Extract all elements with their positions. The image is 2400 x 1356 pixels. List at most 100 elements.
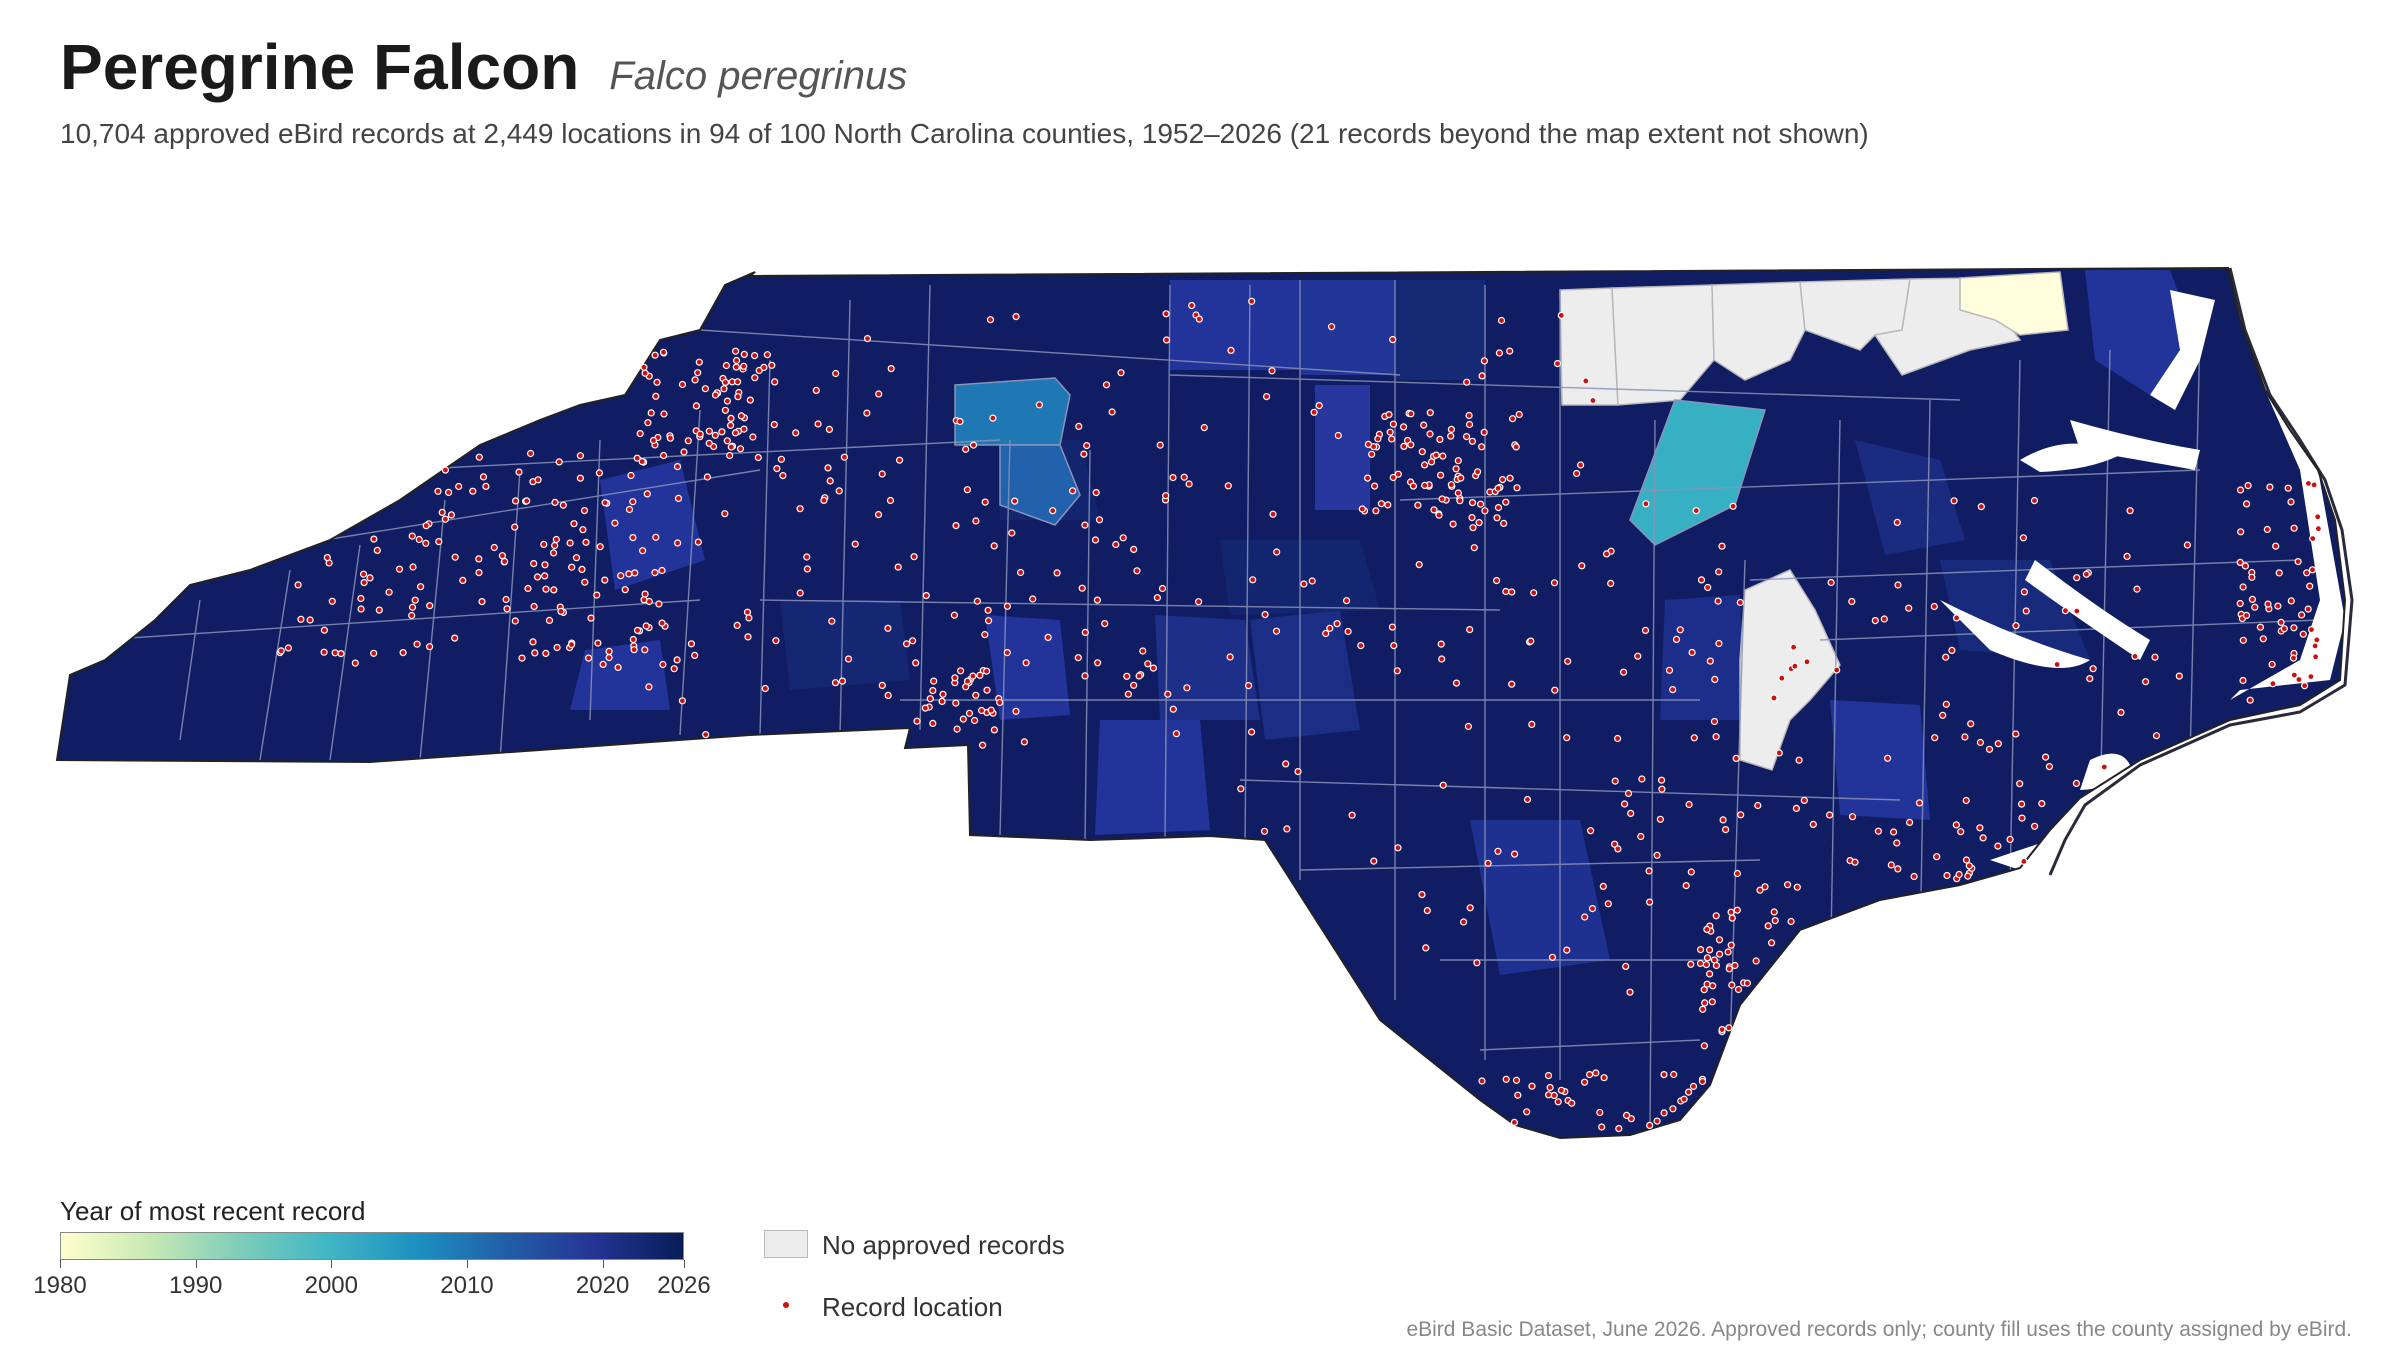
record-dot — [1528, 720, 1536, 729]
record-dot — [1394, 470, 1402, 478]
record-dot — [938, 697, 946, 706]
record-dot — [434, 487, 442, 495]
record-dot — [582, 538, 590, 546]
record-dot — [2123, 552, 2131, 561]
record-dot — [1420, 421, 1428, 429]
record-dot — [629, 635, 637, 644]
county-most-recent-2010 — [954, 377, 1071, 446]
record-dot — [1827, 578, 1835, 587]
record-dot — [1965, 862, 1973, 870]
record-dot — [576, 474, 585, 482]
record-dot — [1447, 481, 1456, 489]
record-dot — [593, 591, 601, 599]
record-dot — [366, 574, 374, 582]
record-dot — [1592, 1069, 1600, 1077]
record-dot — [1273, 548, 1281, 556]
record-dot — [1427, 458, 1436, 466]
record-dot — [625, 570, 633, 578]
record-dot — [1563, 946, 1571, 954]
record-dot — [641, 369, 649, 377]
record-dot — [511, 497, 520, 505]
record-dot — [1244, 681, 1253, 690]
record-dot — [518, 654, 526, 662]
record-dot — [1803, 658, 1811, 666]
record-dot — [1893, 839, 1901, 847]
record-dot — [553, 643, 561, 652]
county-fill — [570, 640, 670, 710]
record-dot — [2314, 513, 2322, 521]
record-dot — [840, 453, 849, 461]
record-dot — [1733, 869, 1742, 878]
record-dot — [1731, 961, 1739, 970]
record-dot — [1502, 587, 1510, 596]
record-dot — [1117, 369, 1125, 377]
record-dot — [1950, 497, 1958, 505]
title-row: Peregrine Falcon Falco peregrinus — [60, 30, 907, 104]
record-dot — [702, 730, 710, 739]
legend-tick-mark — [684, 1260, 685, 1268]
record-dot — [2243, 500, 2251, 508]
record-dot — [337, 649, 345, 658]
record-dot — [1646, 1121, 1654, 1130]
record-dot — [2308, 566, 2317, 574]
record-dot — [1598, 1123, 1606, 1131]
record-dot — [1715, 950, 1724, 958]
record-dot — [2038, 799, 2046, 808]
record-dot — [1979, 834, 1987, 842]
record-dot — [2236, 486, 2245, 494]
record-dot — [633, 454, 641, 462]
record-dot — [721, 378, 730, 386]
record-dot — [1515, 410, 1523, 419]
record-dot — [297, 615, 305, 623]
record-dot — [1447, 425, 1456, 433]
record-dot — [451, 634, 459, 642]
record-dot — [1704, 583, 1712, 592]
record-dot — [482, 482, 490, 490]
record-dot — [284, 644, 292, 652]
record-dot — [984, 606, 992, 614]
record-dot — [2073, 574, 2081, 582]
record-dot — [1727, 941, 1735, 949]
record-dot — [2100, 763, 2108, 771]
record-dot — [1770, 908, 1778, 916]
record-dot — [1931, 734, 1939, 742]
record-dot — [863, 335, 872, 343]
record-dot — [1454, 457, 1462, 465]
record-dot — [1708, 998, 1716, 1006]
record-dot — [673, 539, 682, 547]
record-dot — [1622, 1111, 1631, 1120]
currituck-sound — [2150, 290, 2215, 410]
record-dot — [370, 535, 378, 543]
record-dot — [1825, 811, 1834, 819]
record-dot — [1465, 411, 1473, 420]
record-dot — [1497, 316, 1506, 325]
record-dot — [643, 490, 651, 498]
record-dot — [1081, 672, 1089, 680]
record-dot — [1478, 372, 1486, 380]
record-dot — [1510, 850, 1519, 858]
record-dot — [1714, 597, 1722, 605]
record-dot — [469, 487, 477, 495]
record-dot — [1871, 616, 1879, 625]
record-dot — [684, 437, 692, 445]
record-dot — [1457, 474, 1465, 482]
record-dot — [1390, 641, 1398, 650]
record-dot — [2183, 541, 2191, 549]
record-dot — [2012, 622, 2020, 630]
record-dot — [498, 552, 506, 560]
record-dot — [969, 441, 978, 449]
record-dot — [1294, 767, 1302, 776]
record-dot — [1553, 360, 1562, 368]
record-dot — [1269, 510, 1277, 518]
record-dot — [1613, 734, 1622, 743]
record-dot — [1756, 886, 1764, 894]
record-dot — [1300, 580, 1308, 588]
record-dot — [695, 358, 703, 366]
record-dot — [1658, 785, 1666, 793]
record-dot — [306, 616, 314, 624]
record-dot — [545, 616, 554, 625]
record-dot — [1194, 598, 1203, 606]
record-dot — [411, 596, 419, 604]
record-dot — [1624, 789, 1633, 798]
